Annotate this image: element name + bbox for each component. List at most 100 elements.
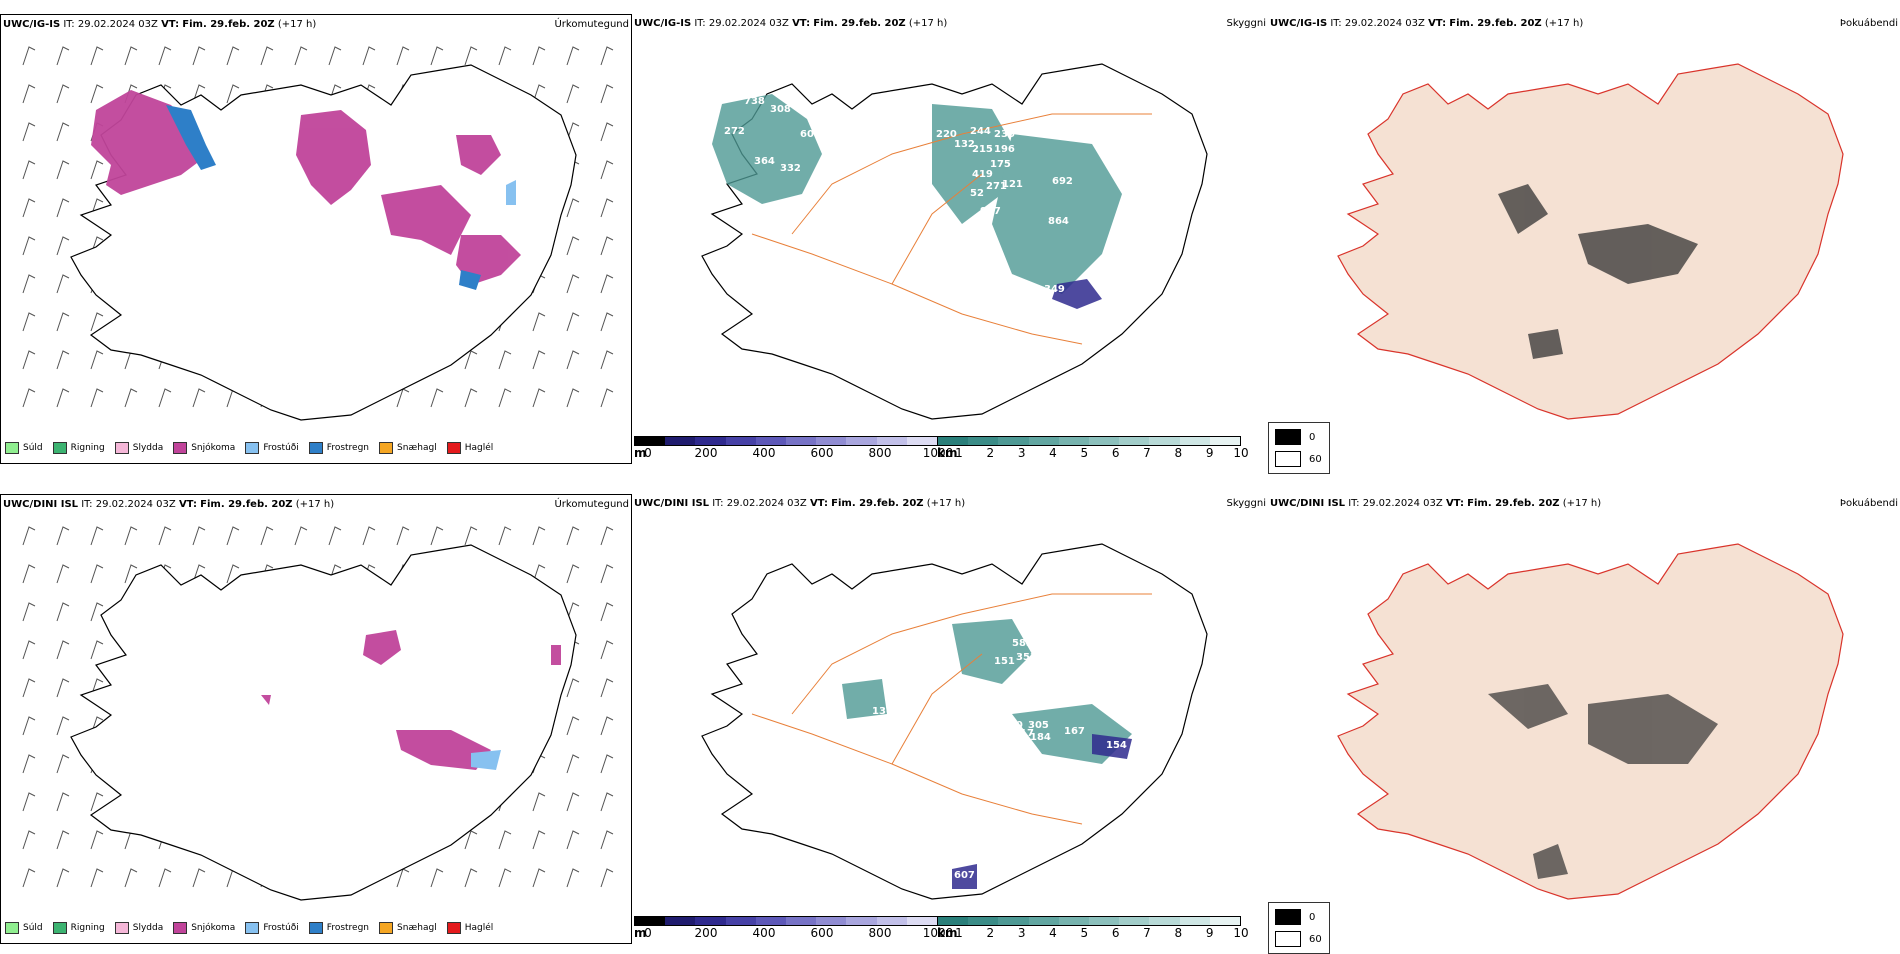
visibility-value-label: 132 [954, 139, 975, 150]
visibility-low [952, 734, 1132, 889]
panel-title: UWC/DINI ISL IT: 29.02.2024 03Z VT: Fim.… [634, 494, 965, 514]
wind-barb [396, 526, 410, 546]
visibility-value-label: 220 [936, 129, 957, 140]
wind-barb [566, 830, 580, 850]
panel-title: UWC/IG-IS IT: 29.02.2024 03Z VT: Fim. 29… [1270, 14, 1583, 34]
it-label: IT: [1330, 18, 1342, 29]
wind-barb [124, 388, 138, 408]
visibility-value-label: 167 [1064, 726, 1085, 737]
visibility-value-label: 609 [800, 129, 821, 140]
cbar-tick: 200 [694, 926, 718, 940]
cbar-cell [1119, 437, 1150, 445]
fog-label-0: 0 [1309, 911, 1316, 923]
legend-item: Frostúði [245, 442, 299, 454]
wind-barb [90, 388, 104, 408]
wind-barb [600, 312, 614, 332]
visibility-value-label: 287 [922, 254, 943, 265]
visibility-value-label: 353 [1016, 652, 1037, 663]
wind-barb [532, 350, 546, 370]
visibility-value-label: 379 [1044, 620, 1065, 631]
cbar-cell [1209, 917, 1241, 925]
wind-barb [600, 792, 614, 812]
cbar-tick: 800 [868, 926, 892, 940]
wind-barb [192, 46, 206, 66]
wind-barb [464, 830, 478, 850]
wind-barb [600, 122, 614, 142]
visibility-value-label: 154 [1106, 740, 1127, 751]
cbar-tick: 600 [810, 446, 834, 460]
cbar-km-strip [937, 436, 1241, 446]
fog-legend: 0 60 [1268, 902, 1330, 954]
visibility-value-label: 419 [972, 169, 993, 180]
cbar-m-unit: m [634, 926, 647, 940]
it-value: 29.02.2024 03Z [708, 18, 789, 29]
fog-map [1337, 543, 1844, 900]
wind-barb [464, 350, 478, 370]
wind-barb [566, 678, 580, 698]
wind-barb [566, 388, 580, 408]
visibility-value-label: 692 [1052, 176, 1073, 187]
wind-barb [328, 526, 342, 546]
precip-snow-areas [261, 630, 561, 770]
legend-swatch [446, 922, 461, 934]
visibility-value-label: 17 [1020, 728, 1034, 739]
cbar-tick: 400 [752, 446, 776, 460]
visibility-value-label: 548 [1124, 261, 1145, 272]
legend-label: Snæhagl [397, 443, 437, 453]
wind-barb [56, 716, 70, 736]
legend-item: Frostúði [245, 922, 299, 934]
legend-item: Snæhagl [379, 442, 437, 454]
cbar-cell [755, 437, 787, 445]
lead-time: (+17 h) [908, 18, 948, 29]
wind-barb [56, 312, 70, 332]
lead-time: (+17 h) [295, 499, 335, 510]
wind-barb [56, 526, 70, 546]
wind-barb [600, 388, 614, 408]
cbar-tick: 600 [810, 926, 834, 940]
cbar-cell [998, 437, 1029, 445]
visibility-value-label: 332 [780, 163, 801, 174]
visibility-value-label: 864 [1048, 216, 1069, 227]
wind-barb [22, 754, 36, 774]
wind-barb [90, 46, 104, 66]
cbar-tick: 10 [1233, 446, 1249, 460]
wind-barb [22, 84, 36, 104]
wind-barb [56, 350, 70, 370]
visibility-colorbar-m: m 0 200 400 600 800 1000 [634, 916, 953, 940]
wind-barb [498, 830, 512, 850]
cbar-cell [1179, 917, 1210, 925]
fog-dark-areas [1498, 184, 1698, 359]
wind-barb [600, 84, 614, 104]
wind-barb [566, 526, 580, 546]
wind-barb [90, 640, 104, 660]
fog-label-60: 60 [1309, 453, 1322, 465]
wind-barb [90, 312, 104, 332]
wind-barb [566, 350, 580, 370]
wind-barb [90, 830, 104, 850]
model-name: UWC/DINI ISL [3, 499, 79, 510]
precip-map [22, 526, 614, 901]
legend-label: Haglél [464, 923, 494, 933]
cbar-tick: 1 [955, 446, 963, 460]
wind-barb [566, 84, 580, 104]
cbar-cell [906, 437, 938, 445]
wind-barb [498, 350, 512, 370]
it-label: IT: [694, 18, 706, 29]
wind-barb [532, 46, 546, 66]
cbar-cell [1028, 917, 1059, 925]
wind-barb [566, 792, 580, 812]
wind-barb [600, 160, 614, 180]
wind-barb [56, 640, 70, 660]
model-name: UWC/IG-IS [634, 18, 692, 29]
panel-title: UWC/IG-IS IT: 29.02.2024 03Z VT: Fim. 29… [3, 15, 316, 35]
wind-barb [22, 526, 36, 546]
cbar-cell [938, 437, 969, 445]
visibility-panel-top: UWC/IG-IS IT: 29.02.2024 03Z VT: Fim. 29… [632, 14, 1268, 464]
visibility-value-label: 52 [970, 188, 984, 199]
legend-item: Slydda [114, 442, 163, 454]
legend-swatch [308, 922, 323, 934]
panel-header: UWC/DINI ISL IT: 29.02.2024 03Z VT: Fim.… [632, 494, 1268, 514]
cbar-m-ticks: 0 200 400 600 800 1000 [644, 446, 953, 460]
